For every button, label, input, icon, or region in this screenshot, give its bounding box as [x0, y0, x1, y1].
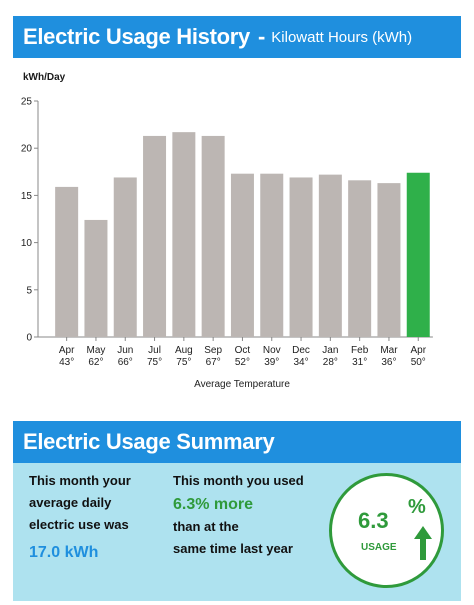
daily-use-line: electric use was — [29, 517, 129, 532]
comparison-line: than at the — [173, 519, 239, 534]
daily-use-block: This month your average daily electric u… — [29, 470, 179, 564]
x-tick-label: Apr — [59, 345, 75, 356]
bar — [84, 219, 108, 337]
bar — [201, 135, 225, 337]
temperature-label: 43° — [59, 357, 74, 368]
header-subtitle: Kilowatt Hours (kWh) — [271, 28, 413, 46]
temperature-label: 52° — [235, 357, 250, 368]
bar — [230, 173, 254, 337]
temperature-label: 31° — [352, 357, 367, 368]
y-tick-label: 15 — [21, 191, 33, 202]
usage-summary-panel: This month your average daily electric u… — [13, 463, 461, 601]
temperature-label: 62° — [88, 357, 103, 368]
x-tick-label: Oct — [235, 345, 251, 356]
usage-history-header: Electric Usage History - Kilowatt Hours … — [13, 16, 461, 58]
daily-use-line: This month your — [29, 473, 131, 488]
x-tick-label: Feb — [351, 345, 369, 356]
y-tick-label: 5 — [26, 285, 32, 296]
bar — [113, 177, 137, 337]
header-title: Electric Usage History — [23, 24, 250, 49]
temperature-label: 75° — [176, 357, 191, 368]
temperature-label: 28° — [323, 357, 338, 368]
temperature-label: 34° — [293, 357, 308, 368]
x-tick-label: May — [86, 345, 105, 356]
comparison-value: 6.3% more — [173, 496, 254, 513]
x-tick-label: Mar — [380, 345, 398, 356]
x-axis-title: Average Temperature — [194, 379, 290, 390]
temperature-label: 67° — [206, 357, 221, 368]
y-tick-label: 10 — [21, 238, 33, 249]
x-tick-label: Jun — [117, 345, 133, 356]
x-tick-label: Aug — [175, 345, 193, 356]
bar — [289, 177, 313, 337]
x-tick-label: Apr — [410, 345, 426, 356]
usage-summary-header: Electric Usage Summary — [13, 421, 461, 463]
daily-use-line: average daily — [29, 495, 112, 510]
y-tick-label: 20 — [21, 144, 33, 155]
temperature-label: 75° — [147, 357, 162, 368]
temperature-label: 36° — [381, 357, 396, 368]
highlight-bar — [406, 172, 430, 337]
up-arrow-icon — [414, 526, 432, 560]
comparison-intro: This month you used — [173, 473, 304, 488]
temperature-label: 50° — [411, 357, 426, 368]
bar — [348, 180, 372, 337]
header-separator: - — [257, 24, 266, 49]
x-tick-label: Sep — [204, 345, 222, 356]
bar — [377, 183, 401, 337]
y-tick-label: 25 — [21, 97, 33, 108]
usage-label: USAGE — [361, 542, 397, 553]
comparison-line: same time last year — [173, 541, 293, 556]
comparison-block: This month you used 6.3% more than at th… — [173, 470, 333, 560]
summary-title: Electric Usage Summary — [23, 429, 275, 454]
x-tick-label: Jul — [148, 345, 161, 356]
daily-use-value: 17.0 kWh — [29, 544, 99, 561]
x-tick-label: Dec — [292, 345, 310, 356]
usage-percent-sign: % — [408, 496, 426, 518]
x-tick-label: Nov — [263, 345, 281, 356]
y-axis-unit-label: kWh/Day — [23, 72, 66, 83]
bar — [143, 135, 167, 337]
usage-percent-badge: 6.3 % USAGE — [329, 473, 444, 588]
temperature-label: 39° — [264, 357, 279, 368]
bar — [172, 132, 196, 337]
bar — [260, 173, 284, 337]
usage-percent-value: 6.3 — [358, 508, 389, 533]
bar — [55, 186, 79, 337]
x-tick-label: Jan — [322, 345, 338, 356]
temperature-label: 66° — [118, 357, 133, 368]
usage-bar-chart: 0510152025Apr43°May62°Jun66°Jul75°Aug75°… — [21, 97, 433, 390]
bar — [318, 174, 342, 337]
y-tick-label: 0 — [26, 333, 32, 344]
